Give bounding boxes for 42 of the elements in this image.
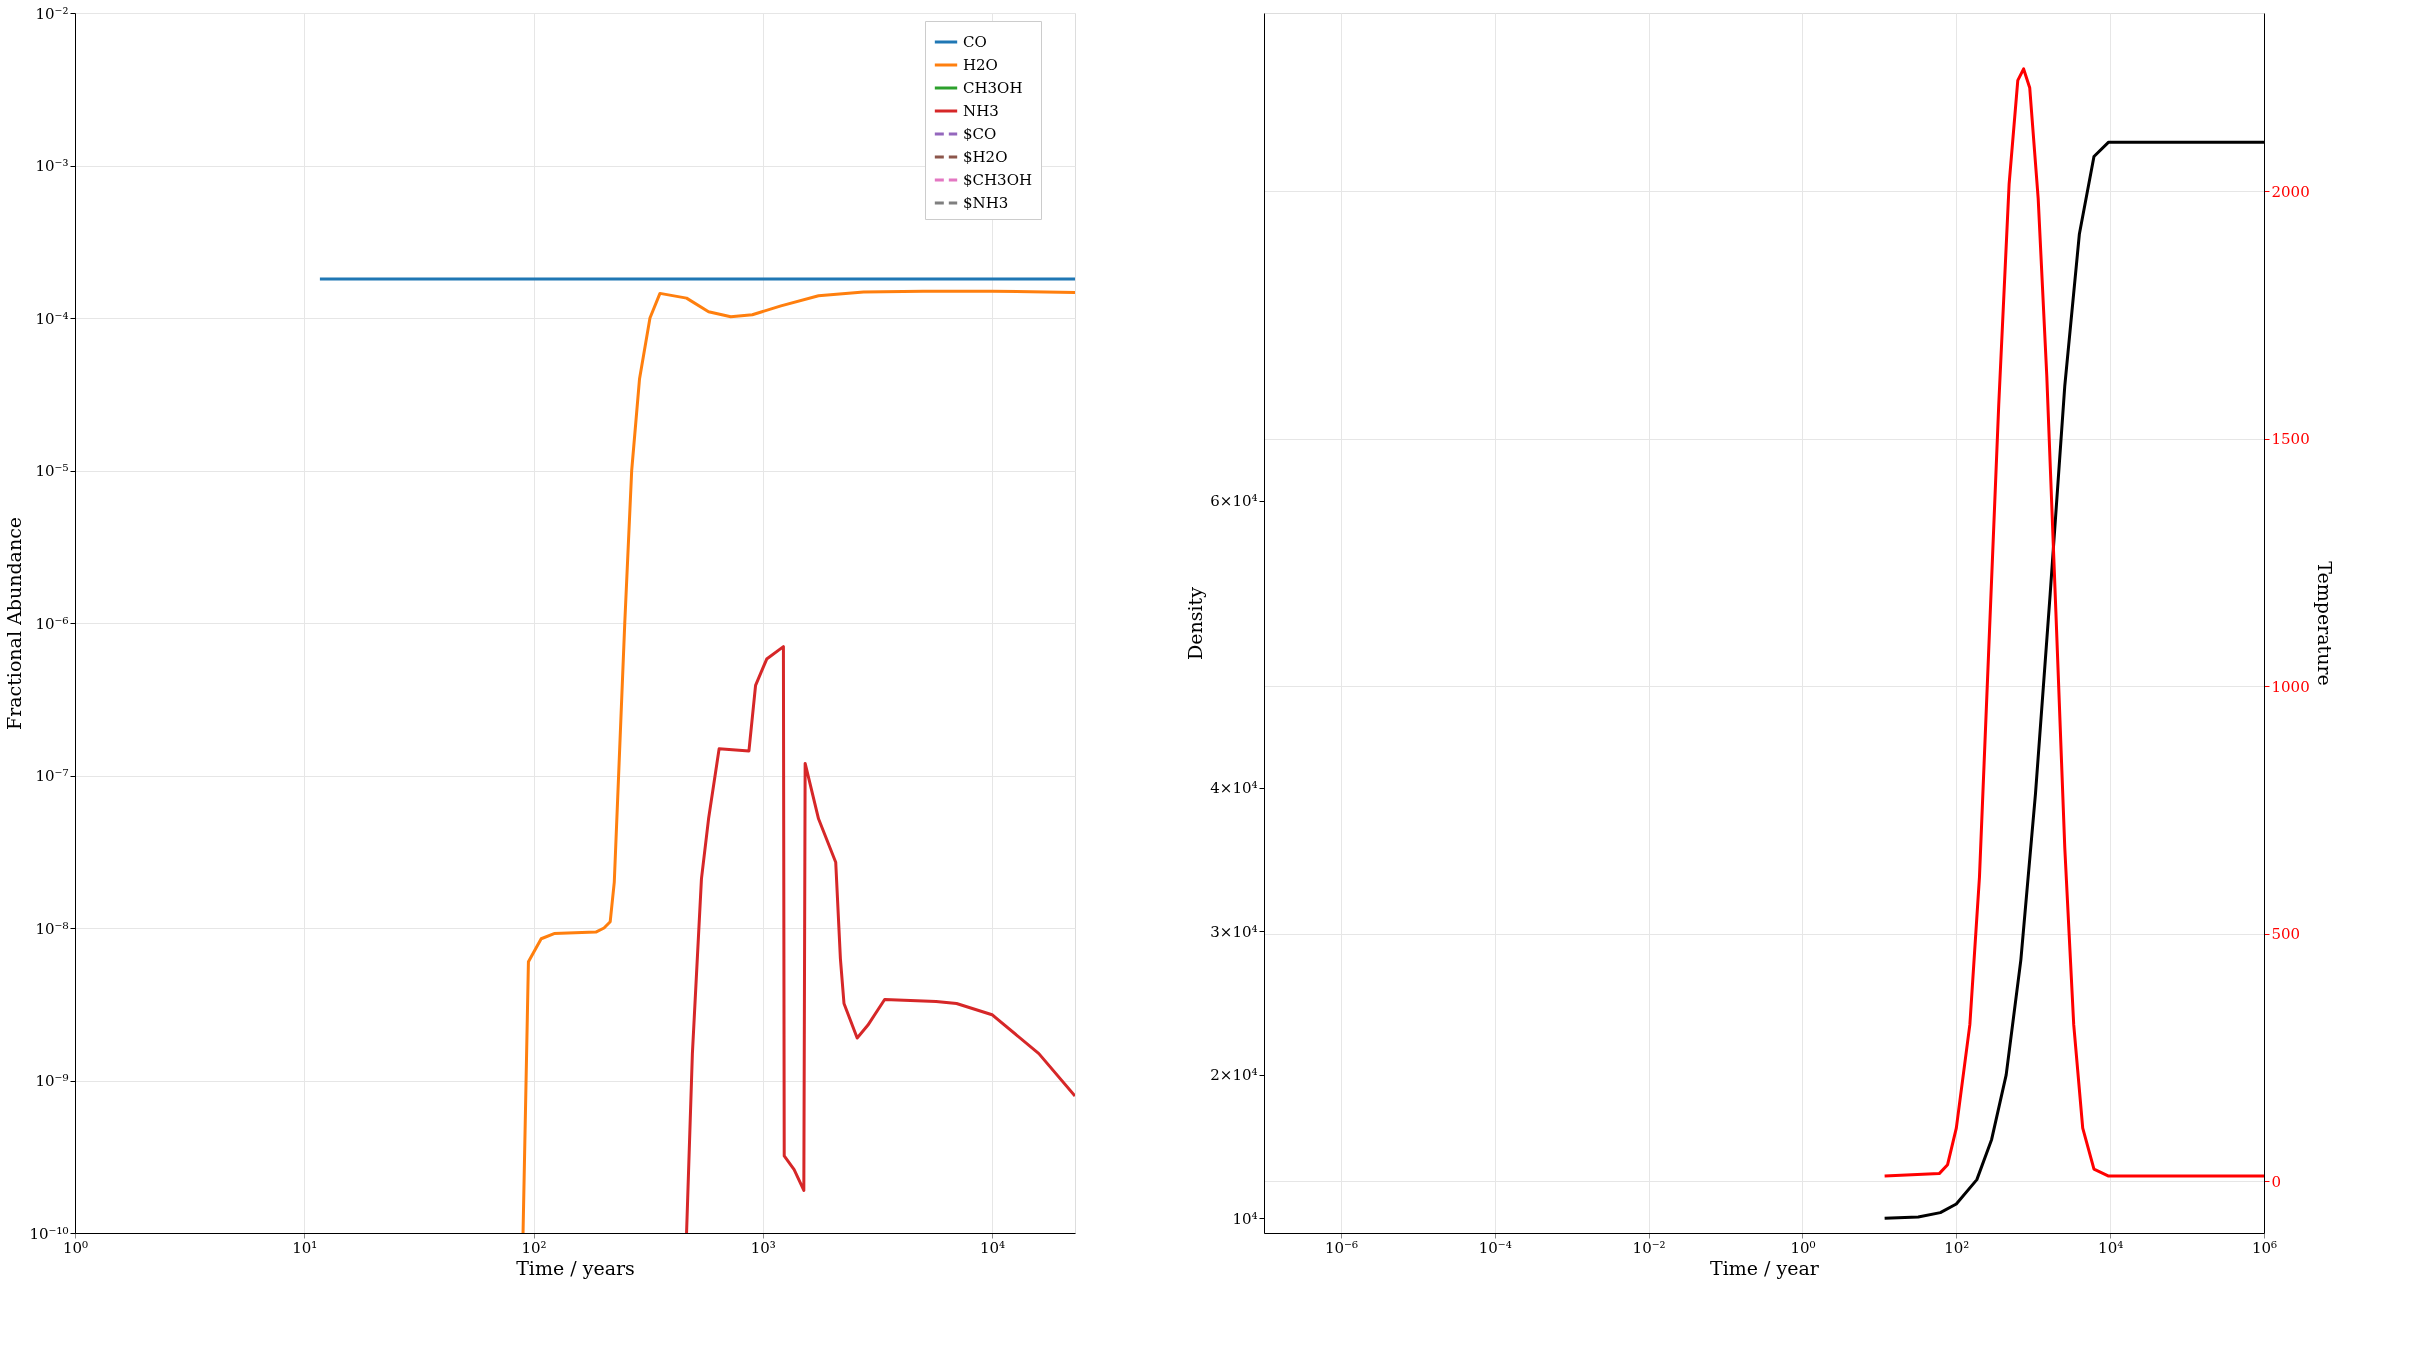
x-tick-label: 10⁻²	[1632, 1238, 1666, 1257]
y-tick-label: 10⁻⁵	[35, 462, 69, 480]
y2-tick-label: 1500	[2271, 430, 2310, 449]
x-tick-label: 10⁴	[980, 1238, 1006, 1257]
x-tick-label: 10⁻⁶	[1324, 1238, 1358, 1257]
x-tick-label: 10²	[521, 1238, 547, 1257]
legend-label: $NH3	[963, 194, 1009, 212]
y-tick-label: 6×10⁴	[1210, 492, 1258, 511]
x-tick-label: 10¹	[292, 1238, 318, 1257]
legend-label: H2O	[963, 56, 998, 74]
x-tick-label: 10³	[750, 1238, 776, 1257]
x-axis-title: Time / years	[516, 1256, 635, 1279]
y-tick-label: 10⁻⁸	[35, 919, 69, 938]
y2-tick-label: 2000	[2271, 182, 2310, 201]
y-tick-label: 2×10⁴	[1210, 1066, 1258, 1085]
y-tick-label: 10⁻⁴	[35, 309, 69, 328]
x-tick-label: 10⁴	[2098, 1238, 2124, 1257]
y-tick-label: 10⁻⁷	[35, 767, 69, 785]
y-tick-label: 10⁴	[1232, 1209, 1258, 1228]
y2-tick-label: 500	[2271, 925, 2301, 944]
y-tick-label: 10⁻⁹	[35, 1072, 69, 1090]
y-axis-title: Fractional Abundance	[3, 516, 26, 731]
legend-label: $CO	[963, 125, 997, 143]
y2-tick-label: 1000	[2271, 677, 2310, 696]
y-axis-title: Density	[1184, 586, 1207, 660]
x-tick-label: 10⁻⁴	[1478, 1238, 1512, 1257]
legend-label: NH3	[963, 102, 999, 120]
y-tick-label: 10⁻²	[35, 4, 69, 23]
y2-tick-label: 0	[2271, 1172, 2282, 1191]
y-tick-label: 3×10⁴	[1210, 922, 1258, 941]
x-axis-title: Time / year	[1710, 1256, 1820, 1279]
x-tick-label: 10⁰	[1790, 1238, 1816, 1257]
x-tick-label: 10²	[1944, 1238, 1970, 1257]
y-tick-label: 10⁻⁶	[35, 614, 69, 633]
legend-label: CH3OH	[963, 79, 1023, 97]
legend-label: $CH3OH	[963, 171, 1033, 189]
legend-label: $H2O	[963, 148, 1008, 166]
y-tick-label: 4×10⁴	[1210, 779, 1258, 798]
legend-label: CO	[963, 33, 987, 51]
y-tick-label: 10⁻³	[35, 157, 69, 175]
x-tick-label: 10⁶	[2251, 1238, 2278, 1257]
y2-axis-title: Temperature	[2313, 561, 2336, 686]
